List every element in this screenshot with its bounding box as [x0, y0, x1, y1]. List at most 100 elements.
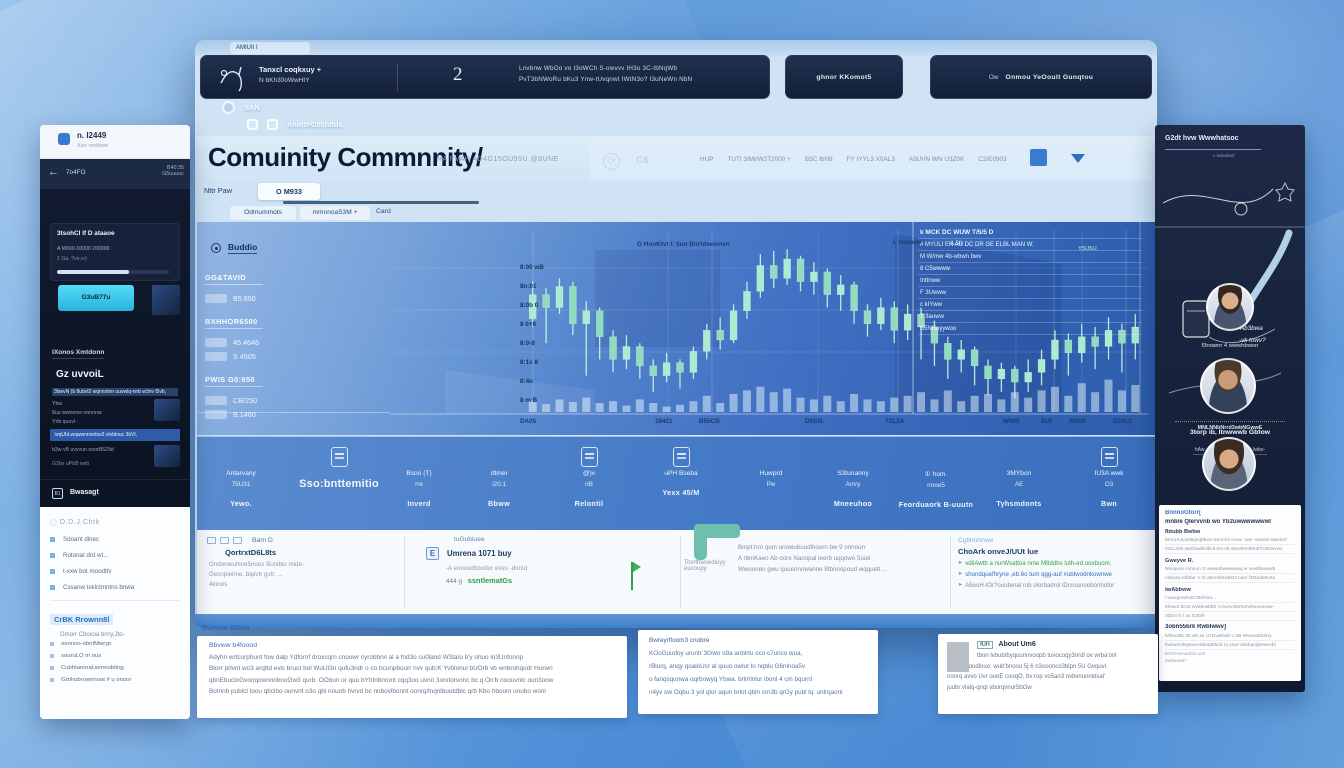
watchlist-row[interactable]: CB/250 — [205, 396, 385, 405]
card2-title[interactable]: Bwreyrfloom3 cnobre — [649, 637, 710, 644]
panel-row[interactable]: M W/mw 4b-wbwn bwv — [918, 251, 1142, 263]
col4-bullet[interactable]: shondquefhryne ,eb.6o tum qgg-auf #ubtwo… — [958, 571, 1147, 578]
filter-chip-3[interactable]: Card — [376, 208, 391, 215]
watchlist-row[interactable]: BXHHOR6500 — [205, 317, 263, 329]
watchlist-row[interactable]: B.1460 — [205, 410, 385, 419]
tab-new-paw[interactable]: Nttr Paw — [204, 186, 232, 195]
text-row: BGbPwvAwvblu wvb — [1165, 651, 1206, 656]
panel-row[interactable]: F 3Uwww — [918, 287, 1142, 299]
watchlist-row[interactable]: S 4505 — [205, 352, 385, 361]
list-item[interactable]: Grbhubrownnoat # u onuor — [50, 677, 180, 683]
dropdown-arrow-icon[interactable] — [1071, 154, 1085, 163]
col4-title[interactable]: ChoArk onveJ/UUt lue — [958, 547, 1039, 556]
list-item[interactable]: souruLO m ous — [50, 653, 180, 659]
mini-tab[interactable]: AMIUII I — [230, 42, 310, 54]
toolbar-item[interactable]: C2/E0903 — [978, 156, 1007, 163]
shortcut-item[interactable]: dtmei /20.1 Bbww — [488, 470, 510, 508]
avatar[interactable] — [1200, 358, 1256, 414]
toolbar-item[interactable]: A9UVN WN U3Z0K — [908, 156, 965, 163]
panel-row[interactable]: # MYULI EN AU DC DR GE ELBL MAN W. — [918, 239, 1142, 251]
shortcut-item[interactable]: ① hom. nnoe5 Feorduaork B-uuutn — [898, 471, 974, 509]
mini-label[interactable]: hAw — [1192, 447, 1207, 455]
doc-icon[interactable] — [207, 537, 216, 544]
list-item[interactable]: Cubhtanorat,wmnobtlng. — [50, 665, 180, 671]
mini-label[interactable]: Iwbo- — [1250, 447, 1268, 455]
watchlist-row[interactable]: 45.4646 — [205, 338, 385, 347]
header-button-2[interactable]: Ow Onmou YeOoult Gunqtou — [930, 55, 1152, 99]
list-item[interactable]: oonnoo-obntMwryp — [50, 641, 180, 647]
doc-icon[interactable] — [220, 537, 229, 544]
filter-chip-1[interactable]: Odmummots — [230, 206, 296, 220]
panel-row[interactable]: B5NNuyywoo — [918, 323, 1142, 335]
shortcut-item[interactable]: Huwprd Pw — [759, 470, 783, 488]
card3-title[interactable]: About Um6 — [998, 641, 1036, 648]
shortcut-item[interactable]: 3MYbon AE Tyhsmdonts — [996, 470, 1042, 508]
col2-title[interactable]: Umrena 1071 buy — [447, 549, 512, 558]
header-button-1[interactable]: ghnor KKomot5 — [785, 55, 903, 99]
toolbar-item[interactable]: FY IYYL3 X0AL3 — [846, 156, 895, 163]
app-shortcut-icon[interactable] — [247, 119, 258, 130]
watchlist-row[interactable]: PWIS G0:650 — [205, 375, 263, 387]
col1-title[interactable]: QortrxtD6L8ts — [225, 548, 277, 557]
status-panel-title: 3tsohCI If D ataaoe — [57, 230, 115, 237]
avatar[interactable] — [1202, 437, 1256, 491]
list-item[interactable]: Sdoant dlnec — [50, 536, 180, 543]
watchlist-title[interactable]: Buddio — [228, 242, 258, 254]
thumbnail[interactable] — [154, 399, 180, 421]
thumbnail[interactable] — [152, 285, 180, 315]
user-avatar-icon[interactable] — [222, 101, 235, 114]
card1-title[interactable]: Bbvww b4foood — [209, 642, 257, 649]
toolbar-item[interactable]: HUP — [700, 156, 714, 163]
col4-bullet[interactable]: A5eoH-lOr?ouuberal rob olorbadrol lDnruu… — [958, 582, 1147, 589]
strip-icons: Bam D. — [207, 537, 394, 544]
card-avatar-placeholder — [947, 642, 969, 672]
x-axis-label: 5U5 — [1041, 418, 1053, 425]
text-row: twAbbww — [1165, 587, 1191, 593]
list-item[interactable]: Cssanw tsklctmntns bnwa — [50, 584, 180, 591]
user-label: SAN — [244, 103, 260, 112]
watchlist-row[interactable]: GG&TAVID — [205, 273, 263, 285]
x-axis-label: D20U1 — [1113, 418, 1133, 425]
document-e-icon[interactable]: E — [426, 547, 439, 560]
doc-icon[interactable] — [233, 537, 242, 544]
panel-row[interactable]: 8 C5wwww — [918, 263, 1142, 275]
shortcut-item[interactable]: Bsoo (T) rre Inverd — [406, 470, 432, 508]
panel-row[interactable]: k MCK DC WUW T/5/5 D — [918, 226, 1142, 239]
list-item[interactable]: t-xxw bot moodttv — [50, 568, 180, 575]
avatar-caption-2: MNLNNbNrrd3wbNGwwE — [1197, 425, 1263, 431]
banner-row[interactable]: 'wqUbLwqwwnnnnbw3 vtvblouc 3bVl, — [50, 429, 180, 441]
highlighted-link[interactable]: CrBK Rrownn8l — [50, 614, 114, 625]
cyan-action-button[interactable]: G3uB77u — [58, 285, 134, 311]
watchlist-row[interactable]: B5.650 — [205, 294, 385, 303]
news-card-1: Bbvww b4foood Adyhn wrtcorphunt fow dalp… — [197, 636, 627, 718]
toolbar-item[interactable]: B5C IbN9 — [804, 156, 833, 163]
panel-row[interactable]: Inttnww — [918, 275, 1142, 287]
panel-row[interactable]: c kIYww — [918, 299, 1142, 311]
teal-flag-icon — [694, 524, 740, 560]
status-panel: 3tsohCI If D ataaoe A M000-10000 200000 … — [50, 223, 180, 281]
col2-green-link[interactable]: ssntlematGs — [467, 576, 513, 585]
bottom-toolbar[interactable]: B1 Bwasagt — [40, 479, 190, 507]
panel-row[interactable]: T 3auww — [918, 311, 1142, 323]
shortcut-item[interactable]: Antarvany 75U31 Yewo. — [226, 470, 256, 508]
list-item[interactable]: Rotonat drd wt... — [50, 552, 180, 559]
team-section-label: 3torp ib, Itnwwwb Gbtow — [1189, 429, 1271, 436]
main-trading-window: AMIUII I Tanxcl coqkxuy + N bKh30oWwHtY … — [195, 40, 1157, 628]
col4-bullet[interactable]: vdliAwtb a nurWsattoa nme M8ddbs luth-ed… — [958, 560, 1147, 567]
thumbnail[interactable] — [154, 445, 180, 467]
about-card: fUH About Um6 tbon lvbub/byqounnvoopb tu… — [938, 634, 1158, 714]
avatar[interactable] — [1206, 283, 1254, 331]
blue-square-button[interactable] — [1030, 149, 1047, 166]
shortcut-item[interactable]: Sso:bnttemitio — [295, 447, 383, 490]
shortcut-item[interactable]: @)v nB Relontil — [545, 447, 633, 508]
filter-chip-2[interactable]: mmnnoaS3M + — [300, 206, 370, 220]
y-axis-label: 8:0-8 — [520, 340, 535, 347]
tab-active[interactable]: O M933 — [258, 183, 320, 200]
shortcut-item[interactable]: IU3A wwk O3 Bwn — [1065, 447, 1153, 508]
watchlist-sidebar: Buddio GG&TAVID B5.650 BXHHOR6500 45.4646 S … — [197, 222, 390, 435]
shortcut-item[interactable]: S3tunanny Amry Mneeuhoo — [833, 470, 873, 508]
shortcut-item[interactable]: uPH Bseba Yexx 45/M — [637, 447, 725, 497]
app-shortcut-icon-2[interactable] — [267, 119, 278, 130]
back-arrow-icon[interactable]: ← — [48, 166, 59, 178]
toolbar-item[interactable]: TUTI 3/MI/W2T2000 + — [727, 156, 791, 163]
